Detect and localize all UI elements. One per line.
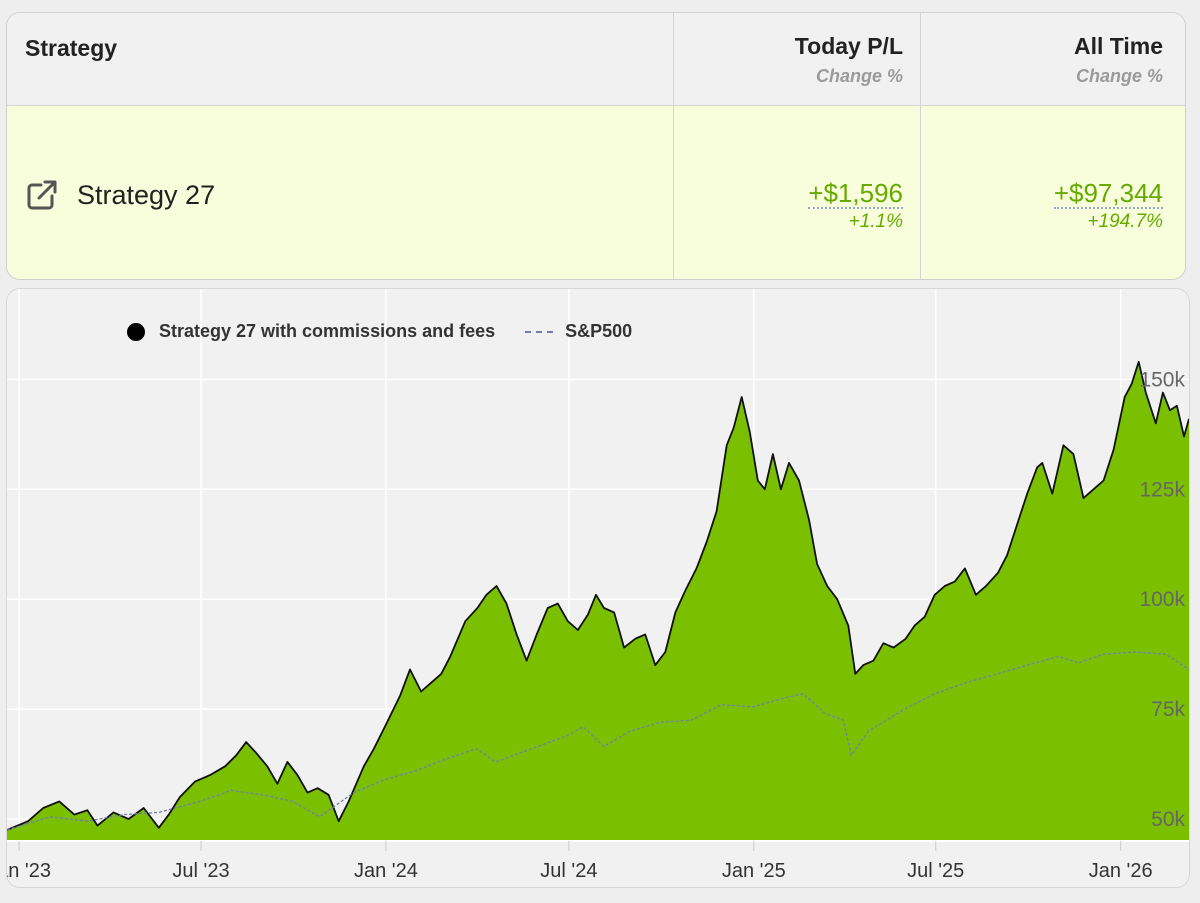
y-tick-label: 50k	[1151, 808, 1185, 831]
strategy-area	[7, 361, 1189, 841]
table-row	[7, 106, 1185, 279]
strategy-cell: Strategy 27	[25, 177, 215, 213]
legend-marker-sp500[interactable]	[525, 330, 554, 333]
all-time-percent: +194.7%	[1087, 211, 1163, 232]
legend-entry-strategy[interactable]: Strategy 27 with commissions and fees	[159, 321, 496, 341]
area-layer	[7, 360, 1189, 841]
tick-layer: Jan '23 Jul '23 Jan '24 Jul '24 Jan '25 Jul '…	[7, 368, 1189, 882]
external-link-icon[interactable]	[25, 177, 61, 213]
header-today-pl-label: Today P/L	[794, 33, 903, 59]
x-tick-label: Jul '23	[172, 860, 229, 882]
legend-entry-sp500[interactable]: S&P500	[565, 321, 633, 341]
x-tick-label: Jan '26	[1089, 860, 1153, 882]
y-tick-label: 150k	[1139, 368, 1185, 391]
all-time-value: +$97,344	[1053, 178, 1163, 209]
today-pl-cell: +$1,596 +1.1%	[808, 179, 903, 233]
today-pl-percent: +1.1%	[848, 211, 903, 232]
today-pl-value: +$1,596	[808, 178, 903, 209]
sp500-line	[7, 651, 1189, 831]
x-tick-label: Jan '23	[7, 860, 51, 882]
header-all-time-sub: Change %	[1075, 66, 1163, 86]
header-today-pl-sub: Change %	[815, 66, 903, 86]
x-tick-label: Jul '24	[540, 860, 597, 882]
x-tick-label: Jan '25	[722, 860, 786, 882]
all-time-cell: +$97,344 +194.7%	[1053, 178, 1163, 233]
header-strategy[interactable]: Strategy	[25, 35, 118, 61]
x-tick-label: Jan '24	[354, 860, 418, 882]
chart-legend: Strategy 27 with commissions and fees S&…	[127, 321, 632, 342]
header-all-time-label: All Time	[1073, 33, 1163, 59]
y-tick-label: 100k	[1139, 588, 1185, 611]
strategy-name[interactable]: Strategy 27	[77, 179, 216, 210]
chart-svg: Jan '23 Jul '23 Jan '24 Jul '24 Jan '25 Jul '…	[7, 289, 1189, 882]
column-divider	[673, 13, 674, 279]
y-tick-label: 125k	[1139, 478, 1185, 501]
strategy-table: Strategy Today P/L Change % All Time Cha…	[6, 12, 1186, 280]
header-all-time[interactable]: All Time Change %	[1074, 33, 1163, 87]
y-tick-label: 75k	[1151, 698, 1185, 721]
strategy-line	[7, 360, 1189, 831]
legend-marker-strategy[interactable]	[127, 322, 145, 341]
x-tick-label: Jul '25	[907, 860, 964, 882]
equity-chart: Jan '23 Jul '23 Jan '24 Jul '24 Jan '25 Jul '…	[6, 288, 1190, 888]
column-divider	[920, 13, 921, 279]
header-today-pl[interactable]: Today P/L Change %	[795, 33, 903, 87]
table-header	[7, 13, 1185, 106]
